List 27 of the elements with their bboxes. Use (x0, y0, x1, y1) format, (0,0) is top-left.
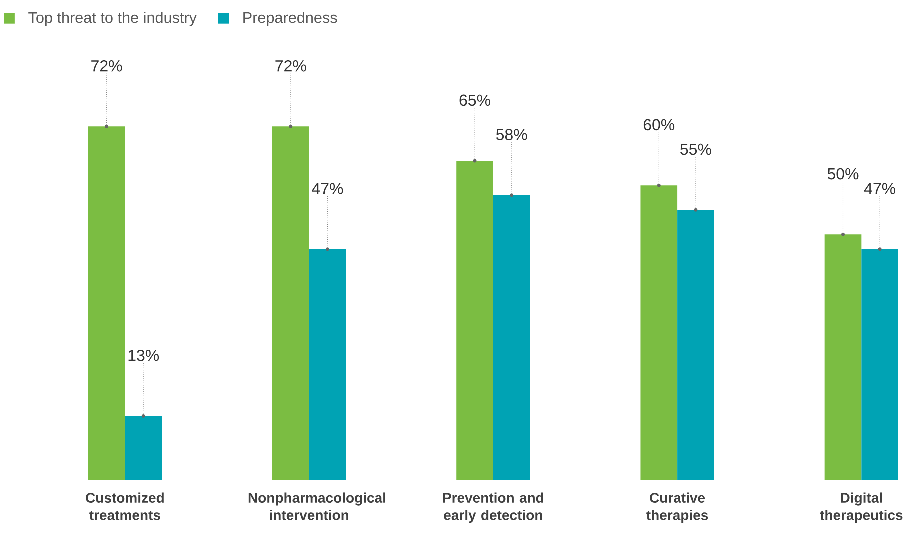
data-label: 65% (460, 94, 490, 106)
bar (493, 195, 530, 480)
data-label: 58% (496, 129, 528, 140)
x-tick-label: Prevention and early detection (443, 492, 544, 524)
x-tick-label: Nonpharmacological intervention (248, 492, 386, 520)
bar (88, 126, 126, 480)
data-label: 47% (864, 183, 896, 194)
bar (456, 161, 494, 480)
legend-label: Top threat to the industry (28, 12, 197, 26)
x-tick-label: Digital therapeutics (820, 492, 903, 524)
x-tick-label: Customized treatments (86, 492, 164, 520)
data-label: 13% (128, 350, 160, 362)
data-label: 50% (828, 168, 859, 180)
bar (309, 249, 346, 480)
data-label: 72% (276, 60, 306, 72)
bar (640, 186, 678, 480)
data-label: 72% (92, 60, 122, 72)
legend-label: Preparedness (244, 12, 338, 26)
data-label: 47% (312, 183, 344, 194)
x-tick-label: Curative therapies (646, 492, 708, 524)
bar (824, 234, 862, 480)
bar (862, 249, 898, 480)
data-label: 55% (680, 144, 712, 156)
bar (272, 126, 310, 480)
data-label: 60% (644, 119, 675, 131)
bar (125, 416, 162, 480)
bar (678, 210, 714, 480)
